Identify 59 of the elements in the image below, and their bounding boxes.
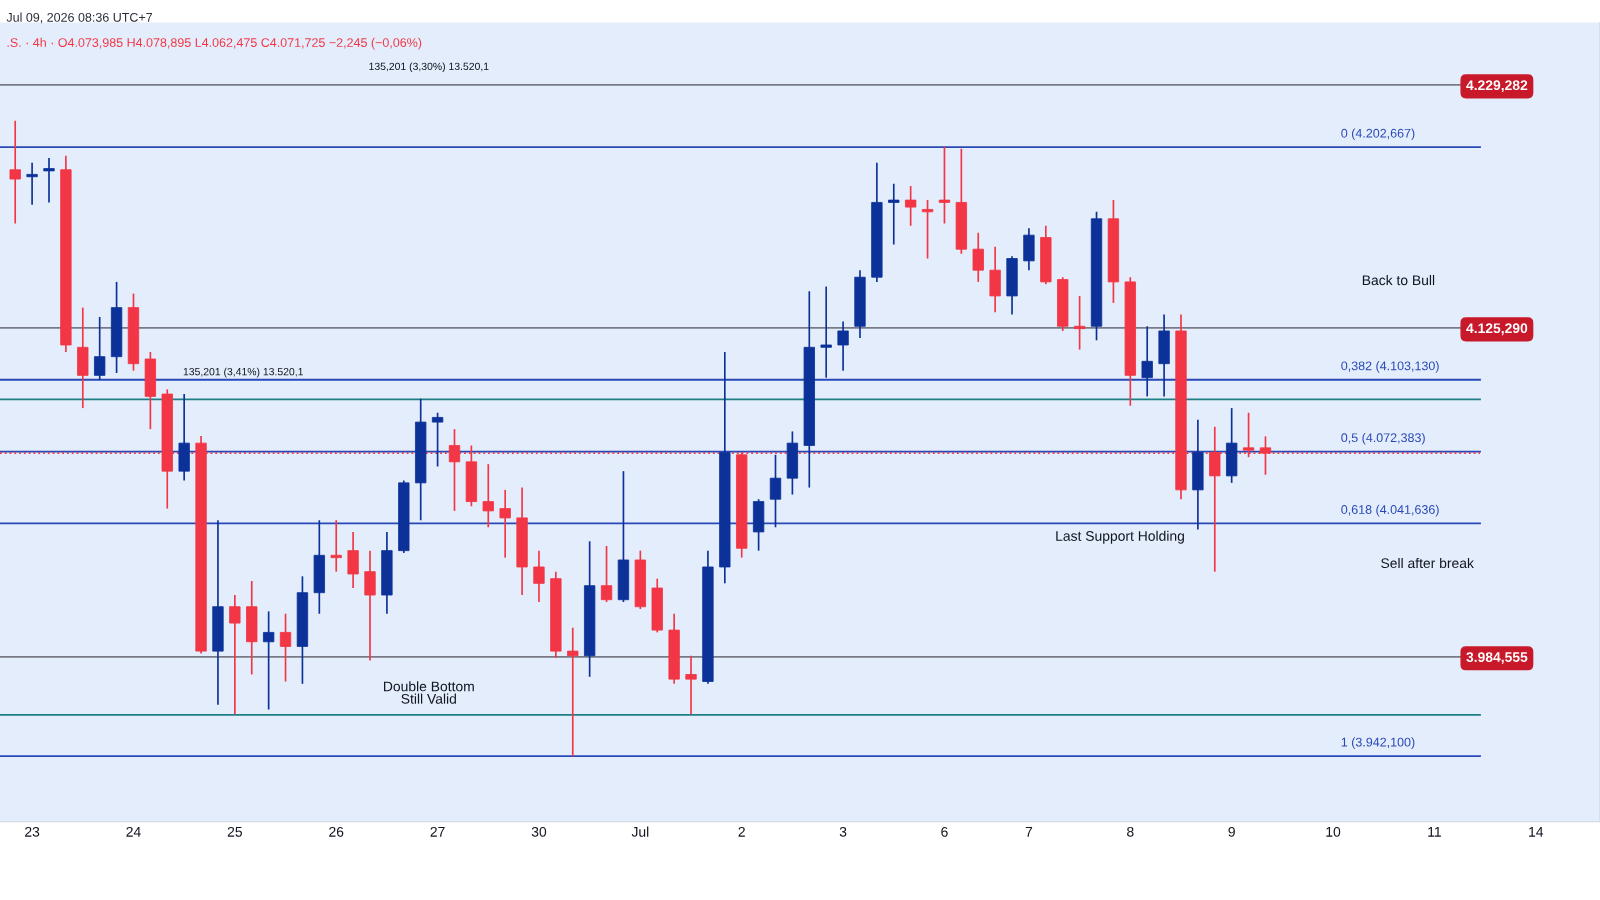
candlestick — [769, 453, 782, 529]
candlestick — [972, 231, 984, 283]
ref-line-label: 0,5 (4.072,383) — [1341, 432, 1425, 445]
candlestick — [1073, 295, 1086, 351]
y-tick-label: 4.125,290 — [1466, 323, 1528, 336]
candlestick — [820, 285, 832, 379]
x-tick-label: 23 — [25, 826, 40, 837]
annotation: Double Bottom Still Valid — [384, 681, 474, 704]
candlestick — [499, 489, 511, 559]
candlestick — [921, 199, 934, 260]
candlestick — [94, 316, 106, 381]
candlestick — [262, 610, 275, 711]
candlestick — [888, 182, 900, 246]
x-tick-label: 10 — [1326, 826, 1341, 837]
x-tick-label: 26 — [329, 826, 344, 837]
candlestick — [330, 519, 342, 573]
candlestick — [482, 463, 494, 529]
x-tick-label: 24 — [126, 826, 141, 837]
ref-line-label: 0,618 (4.041,636) — [1341, 504, 1439, 517]
candlestick — [431, 411, 444, 468]
x-tick-label: 6 — [941, 826, 948, 837]
annotation: Last Support Holding — [1056, 530, 1184, 544]
candlestick — [533, 549, 545, 603]
ref-line-label: 1 (3.942,100) — [1341, 737, 1415, 750]
candlestick — [9, 119, 21, 225]
x-tick-label: 11 — [1428, 827, 1441, 837]
x-tick-label: 30 — [531, 826, 547, 837]
candlestick — [600, 545, 613, 603]
candlestick — [26, 161, 38, 206]
x-tick-label: 8 — [1127, 826, 1134, 837]
y-tick-label: 3.984,555 — [1466, 652, 1528, 665]
x-tick-label: 27 — [430, 826, 445, 837]
annotation: Sell after break — [1381, 557, 1474, 569]
annotation: Back to Bull — [1362, 274, 1435, 286]
annotation: 135,201 (3,30%) 13.520,1 — [369, 62, 489, 73]
candlestick — [837, 320, 849, 372]
candlestick — [229, 594, 241, 716]
x-tick-label: 3 — [839, 826, 847, 837]
candlestick — [685, 654, 697, 716]
x-tick-label: Jul — [631, 826, 649, 837]
candlestick — [43, 157, 55, 204]
x-tick-label: 25 — [227, 826, 242, 837]
x-tick-label: 14 — [1529, 827, 1544, 837]
ref-line-label: 0,382 (4.103,130) — [1341, 361, 1439, 373]
x-tick-label: 9 — [1228, 826, 1235, 837]
ref-line-label: 0 (4.202,667) — [1341, 128, 1415, 141]
x-tick-label: 2 — [738, 826, 745, 837]
candlestick — [347, 531, 359, 589]
chart-title: Jul 09, 2026 08:36 UTC+7 — [6, 12, 153, 24]
y-tick-label: 4.229,282 — [1466, 80, 1528, 93]
x-tick-label: 7 — [1025, 827, 1033, 837]
candlestick — [567, 626, 579, 758]
candlestick — [1141, 325, 1153, 398]
candlestick — [905, 185, 917, 227]
annotation: 135,201 (3,41%) 13.520,1 — [183, 367, 303, 378]
candlestick — [279, 612, 292, 683]
candlestick — [938, 145, 951, 225]
candlestick — [364, 549, 376, 662]
text: .S. · 4h · O4.073,985 H4.078,895 L4.062,475 C4.071,725 −2,245 (−0,06%) — [7, 37, 422, 50]
